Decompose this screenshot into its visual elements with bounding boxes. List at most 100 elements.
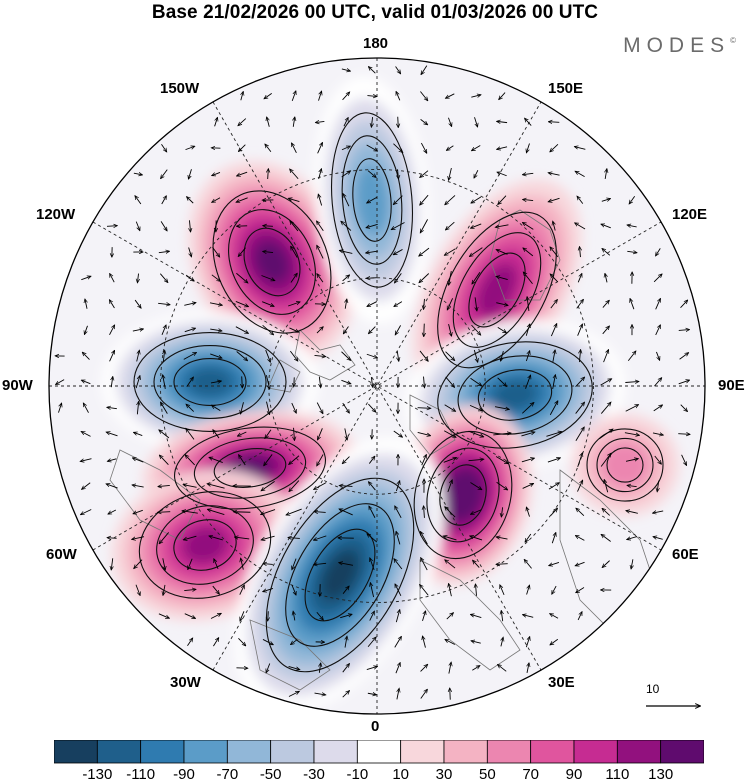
- wind-arrow: [266, 663, 271, 673]
- wind-arrow: [341, 351, 350, 361]
- wind-arrow: [448, 323, 452, 336]
- wind-arrow: [600, 402, 610, 414]
- colorbar-tick-label: -110: [126, 766, 156, 783]
- wind-arrow: [550, 247, 559, 258]
- wind-arrow: [523, 272, 533, 285]
- contour-ring: [213, 448, 287, 488]
- wind-arrow: [656, 248, 661, 255]
- wind-arrow: [550, 143, 559, 151]
- wind-arrow: [654, 455, 661, 464]
- wind-arrow: [604, 480, 609, 493]
- wind-arrow: [268, 611, 269, 620]
- wind-arrow: [575, 147, 586, 150]
- wind-arrow: [189, 169, 192, 179]
- wind-arrow: [317, 143, 323, 154]
- contour-ring: [153, 345, 267, 419]
- wind-arrow: [655, 325, 661, 336]
- colorbar-swatch: [400, 740, 445, 764]
- wind-arrow: [630, 299, 635, 310]
- wind-arrow: [183, 485, 197, 488]
- wind-arrow: [267, 117, 270, 127]
- wind-arrow: [497, 121, 508, 122]
- wind-arrow: [627, 536, 638, 540]
- wind-arrow: [135, 376, 140, 389]
- wind-arrow: [468, 430, 484, 437]
- wind-arrow: [419, 247, 430, 256]
- wind-arrow: [602, 560, 610, 568]
- wind-arrow: [238, 431, 247, 436]
- wind-arrow: [550, 300, 557, 309]
- colorbar-swatch: [270, 740, 315, 764]
- wind-arrow: [395, 584, 402, 597]
- contour-blue-N: [330, 112, 414, 288]
- wind-arrow: [158, 512, 171, 513]
- wind-arrow: [471, 324, 480, 335]
- wind-arrow: [291, 91, 296, 102]
- wind-arrow: [264, 93, 272, 98]
- wind-arrow: [548, 173, 560, 176]
- wind-arrow: [161, 325, 166, 335]
- wind-arrow: [207, 484, 225, 489]
- wind-arrow: [317, 246, 324, 259]
- wind-arrow: [368, 403, 375, 412]
- wind-arrow: [370, 558, 375, 570]
- contour-ring: [330, 112, 414, 288]
- wind-arrow: [240, 611, 245, 620]
- wind-arrow: [471, 509, 482, 515]
- wind-arrow: [501, 611, 502, 622]
- wind-arrow: [265, 429, 272, 439]
- wind-arrow: [475, 297, 477, 310]
- wind-arrow: [469, 404, 482, 410]
- wind-arrow: [344, 326, 349, 333]
- wind-arrow: [395, 506, 402, 519]
- wind-arrow: [549, 561, 560, 565]
- wind-arrow: [110, 300, 115, 309]
- wind-arrow: [184, 589, 195, 590]
- wind-arrow: [265, 144, 272, 153]
- wind-arrow: [286, 508, 302, 515]
- wind-arrow: [367, 534, 378, 543]
- wind-arrow: [470, 536, 483, 541]
- wind-arrow: [602, 509, 611, 516]
- wind-arrow: [236, 197, 248, 202]
- wind-arrow: [368, 456, 374, 464]
- contour-ring: [426, 447, 500, 543]
- wind-arrow: [58, 403, 61, 413]
- wind-arrow: [576, 300, 583, 309]
- wind-arrow: [420, 170, 429, 178]
- wind-arrow: [137, 402, 138, 415]
- wind-arrow: [472, 666, 479, 671]
- wind-arrow: [468, 459, 484, 460]
- wind-arrow: [498, 665, 507, 672]
- wind-arrow: [522, 403, 533, 414]
- wind-arrow: [420, 689, 427, 699]
- wind-arrow: [526, 585, 530, 595]
- wind-arrow: [371, 117, 372, 127]
- wind-arrow: [263, 251, 274, 252]
- wind-arrow: [421, 558, 428, 571]
- wind-arrow: [342, 691, 350, 698]
- wind-arrow: [187, 197, 194, 204]
- wind-arrow: [288, 302, 300, 307]
- wind-arrow: [134, 432, 143, 436]
- wind-arrow: [241, 402, 244, 413]
- wind-arrow: [579, 350, 580, 363]
- wind-arrow: [318, 91, 322, 101]
- wind-arrow: [158, 485, 170, 486]
- wind-arrow: [235, 301, 248, 306]
- wind-arrow: [292, 558, 297, 570]
- wind-arrow: [367, 278, 378, 279]
- wind-arrow: [367, 301, 378, 307]
- wind-arrow: [317, 274, 324, 283]
- wind-arrow: [577, 196, 584, 204]
- colorbar-swatch: [226, 740, 272, 764]
- wind-arrow: [108, 509, 117, 514]
- wind-arrow: [133, 509, 143, 513]
- contour-blue-S: [265, 477, 415, 673]
- wind-arrow: [394, 301, 403, 307]
- anomaly-band: [320, 549, 360, 601]
- wind-arrow: [680, 404, 688, 412]
- anomaly-pink-NW: [188, 160, 356, 364]
- colorbar-swatch: [140, 740, 185, 764]
- wind-arrow: [261, 535, 275, 540]
